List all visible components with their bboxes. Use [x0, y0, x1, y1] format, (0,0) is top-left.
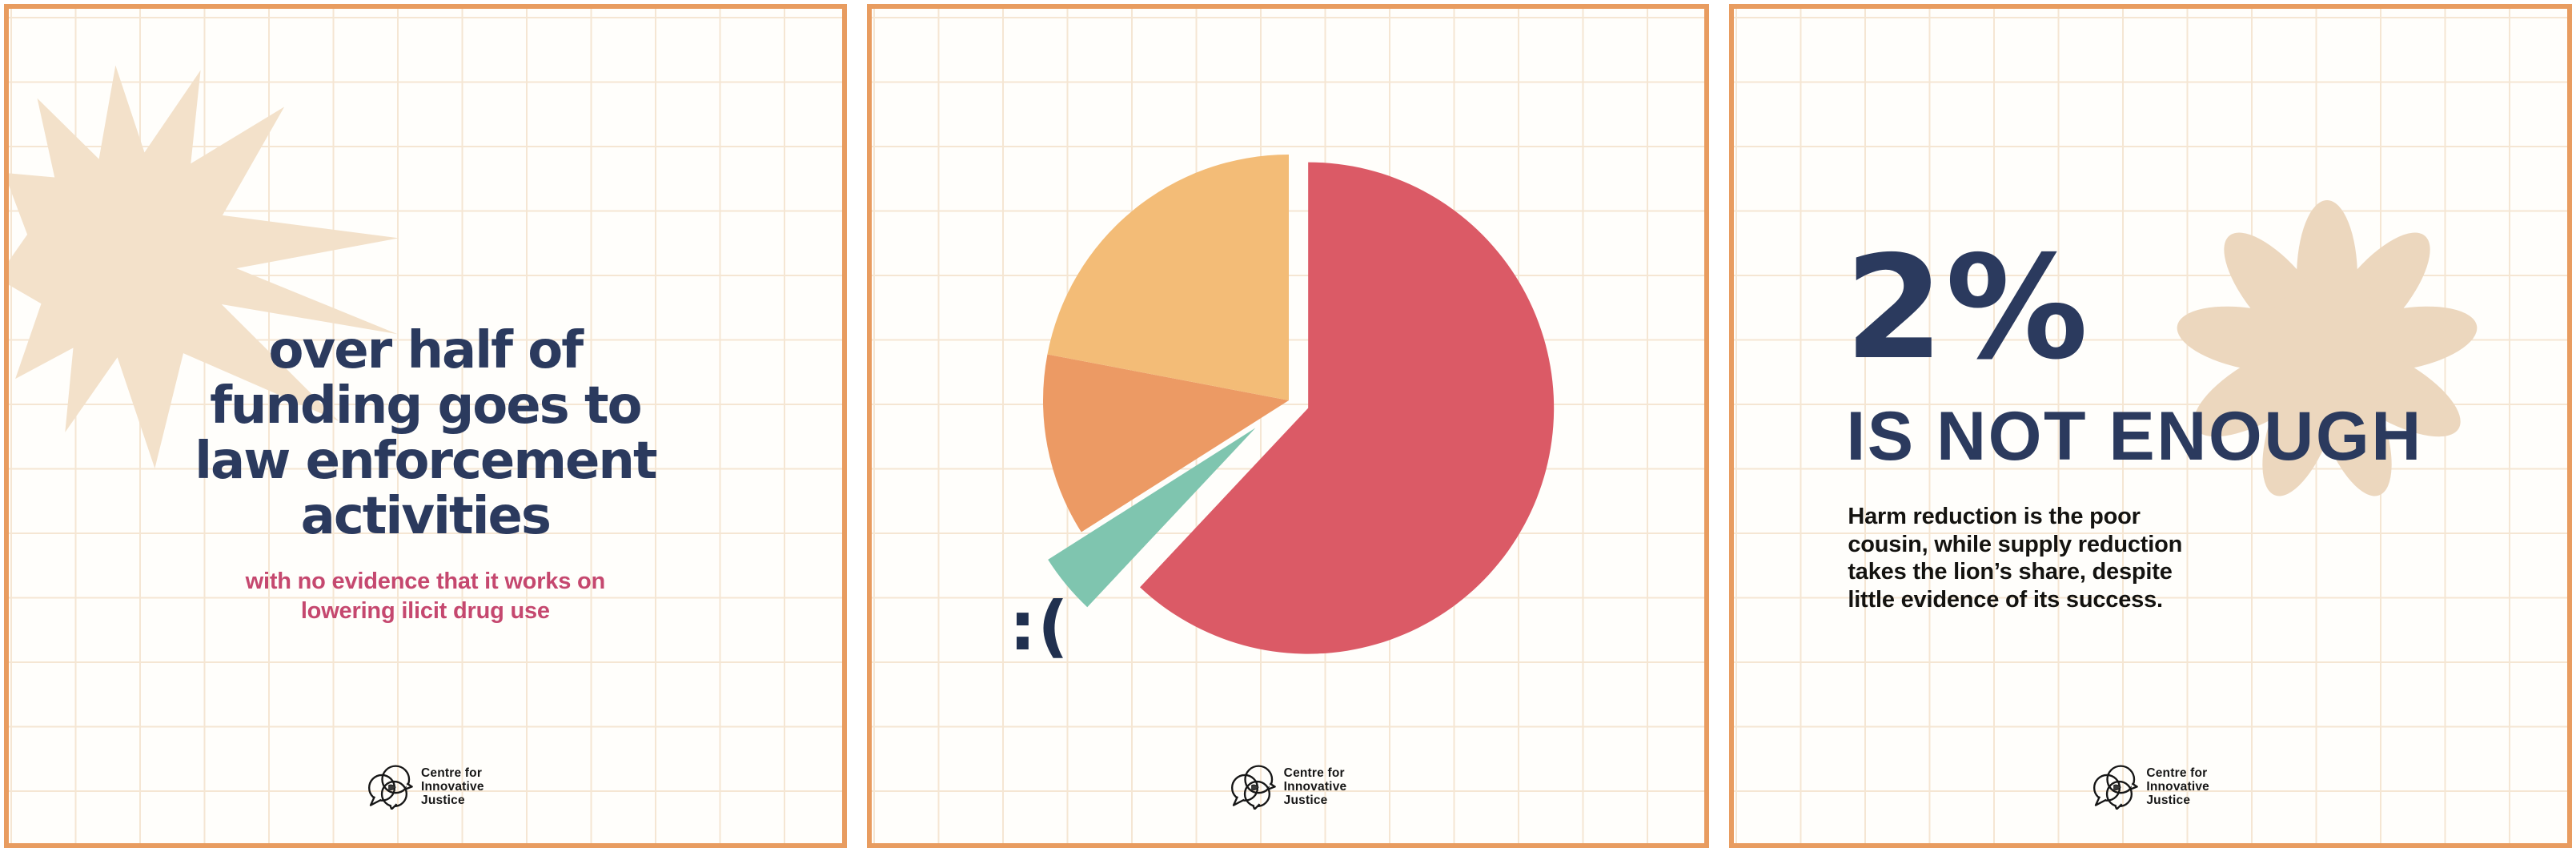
logo-line: Centre for: [1283, 766, 1345, 780]
logo-line: Innovative: [2146, 779, 2210, 794]
logo-line: Justice: [1283, 793, 1328, 807]
logo-footer: Centre for Innovative Justice: [9, 763, 842, 810]
cij-logo-icon: [1230, 763, 1276, 810]
body-line: Harm reduction is the poor: [1848, 504, 2141, 529]
body-line: cousin, while supply reduction: [1848, 531, 2183, 557]
pie-slice-largest-slice: [1139, 162, 1554, 654]
pie-slice-mid-orange-slice: [1042, 354, 1289, 532]
logo-line: Centre for: [421, 766, 483, 780]
headline-line: activities: [300, 486, 552, 546]
pie-slice-smallest-slice: [1047, 428, 1256, 608]
logo-line: Justice: [2146, 793, 2191, 807]
logo-line: Centre for: [2146, 766, 2208, 780]
logo-line: Innovative: [421, 779, 484, 794]
stat-value: 2%: [1844, 225, 2090, 391]
funding-subtext: with no evidence that it works on loweri…: [9, 567, 842, 626]
headline-line: funding goes to: [210, 376, 642, 436]
pie-slice-light-orange-slice: [1047, 155, 1289, 400]
body-line: takes the lion’s share, despite: [1848, 559, 2173, 585]
cij-logo-icon: [2092, 763, 2138, 810]
harm-reduction-body-text: Harm reduction is the poor cousin, while…: [1848, 503, 2182, 613]
panel-two-percent: 2% IS NOT ENOUGH Harm reduction is the p…: [1729, 4, 2573, 848]
subtext-line: lowering ilicit drug use: [300, 598, 550, 624]
logo-line: Innovative: [1283, 779, 1347, 794]
cij-logo-text: Centre for Innovative Justice: [1284, 766, 1347, 807]
cij-logo-text: Centre for Innovative Justice: [2146, 766, 2209, 807]
body-line: little evidence of its success.: [1848, 586, 2163, 613]
stat-caption: IS NOT ENOUGH: [1846, 398, 2423, 475]
sad-face-annotation: :(: [1009, 587, 1070, 665]
panel-pie-chart: :( Centre for Innovative Justice: [866, 4, 1710, 848]
panel-funding: over half of funding goes to law enforce…: [4, 4, 847, 848]
cij-logo-text: Centre for Innovative Justice: [421, 766, 484, 807]
logo-footer: Centre for Innovative Justice: [1734, 763, 2567, 810]
headline-line: law enforcement: [195, 431, 657, 491]
logo-line: Justice: [421, 793, 465, 807]
subtext-line: with no evidence that it works on: [245, 569, 606, 594]
headline-line: over half of: [268, 320, 584, 380]
funding-headline: over half of funding goes to law enforce…: [9, 320, 842, 546]
logo-footer: Centre for Innovative Justice: [872, 763, 1705, 810]
funding-pie-chart: [1042, 155, 1554, 654]
cij-logo-icon: [367, 763, 413, 810]
